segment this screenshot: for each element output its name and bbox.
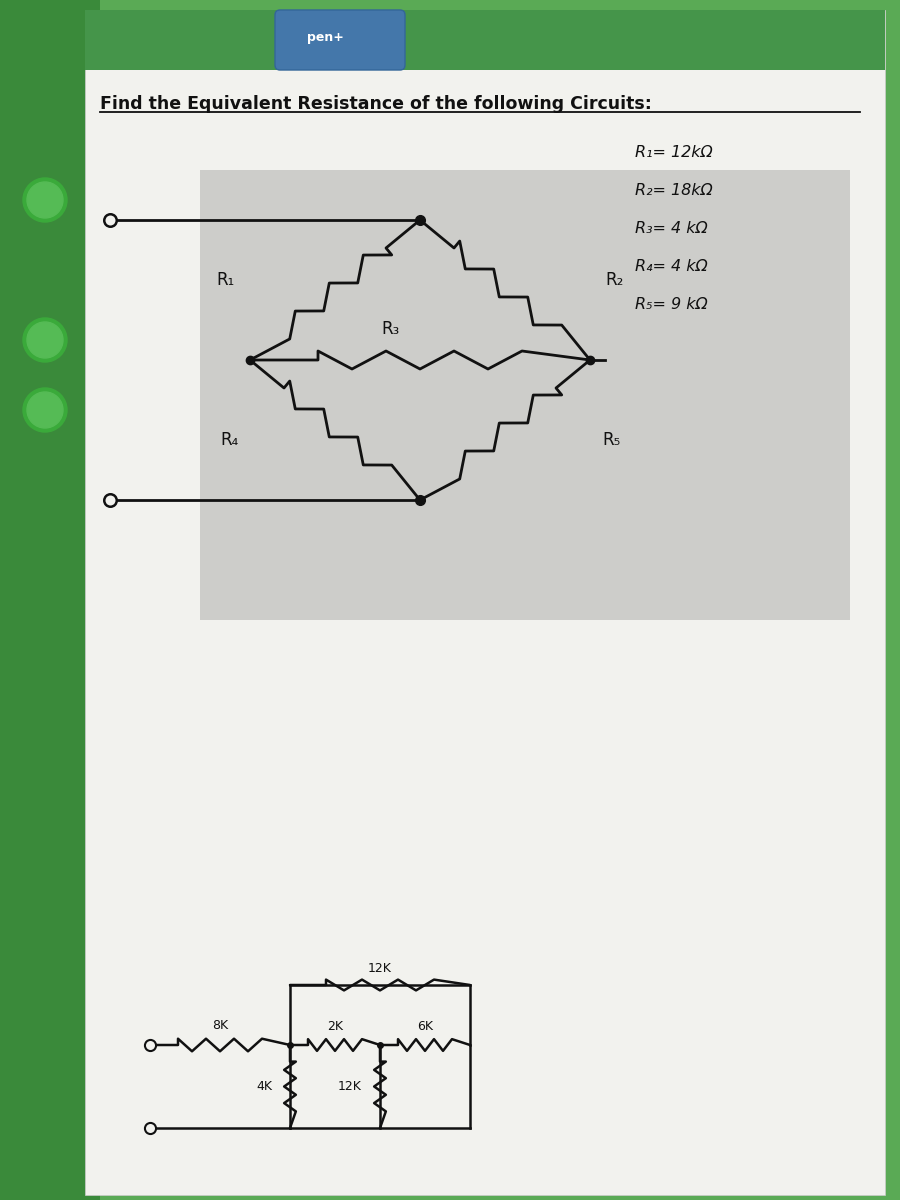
Text: R₃= 4 kΩ: R₃= 4 kΩ xyxy=(635,221,707,236)
Text: R₁= 12kΩ: R₁= 12kΩ xyxy=(635,145,713,160)
Text: 12K: 12K xyxy=(338,1080,362,1093)
Bar xyxy=(85,10,885,70)
Circle shape xyxy=(23,318,67,362)
Text: R₄: R₄ xyxy=(220,431,239,449)
Circle shape xyxy=(23,178,67,222)
Text: R₂= 18kΩ: R₂= 18kΩ xyxy=(635,182,713,198)
FancyBboxPatch shape xyxy=(85,10,885,1195)
Text: R₁: R₁ xyxy=(216,271,234,289)
Text: Find the Equivalent Resistance of the following Circuits:: Find the Equivalent Resistance of the fo… xyxy=(100,95,652,113)
Text: 8K: 8K xyxy=(212,1019,228,1032)
Text: R₅: R₅ xyxy=(603,431,621,449)
Text: R₂: R₂ xyxy=(606,271,625,289)
FancyBboxPatch shape xyxy=(200,170,850,620)
Text: pen+: pen+ xyxy=(307,31,344,44)
Circle shape xyxy=(27,392,63,428)
Circle shape xyxy=(23,388,67,432)
Circle shape xyxy=(27,322,63,358)
FancyBboxPatch shape xyxy=(275,10,405,70)
Text: 2K: 2K xyxy=(327,1020,343,1033)
Circle shape xyxy=(27,182,63,218)
Text: R₃: R₃ xyxy=(381,320,399,338)
Text: 12K: 12K xyxy=(368,962,392,974)
Text: R₄= 4 kΩ: R₄= 4 kΩ xyxy=(635,259,707,274)
Text: 6K: 6K xyxy=(417,1020,433,1033)
Text: R₅= 9 kΩ: R₅= 9 kΩ xyxy=(635,296,707,312)
Text: 4K: 4K xyxy=(256,1080,272,1093)
Bar xyxy=(0,0,100,1200)
